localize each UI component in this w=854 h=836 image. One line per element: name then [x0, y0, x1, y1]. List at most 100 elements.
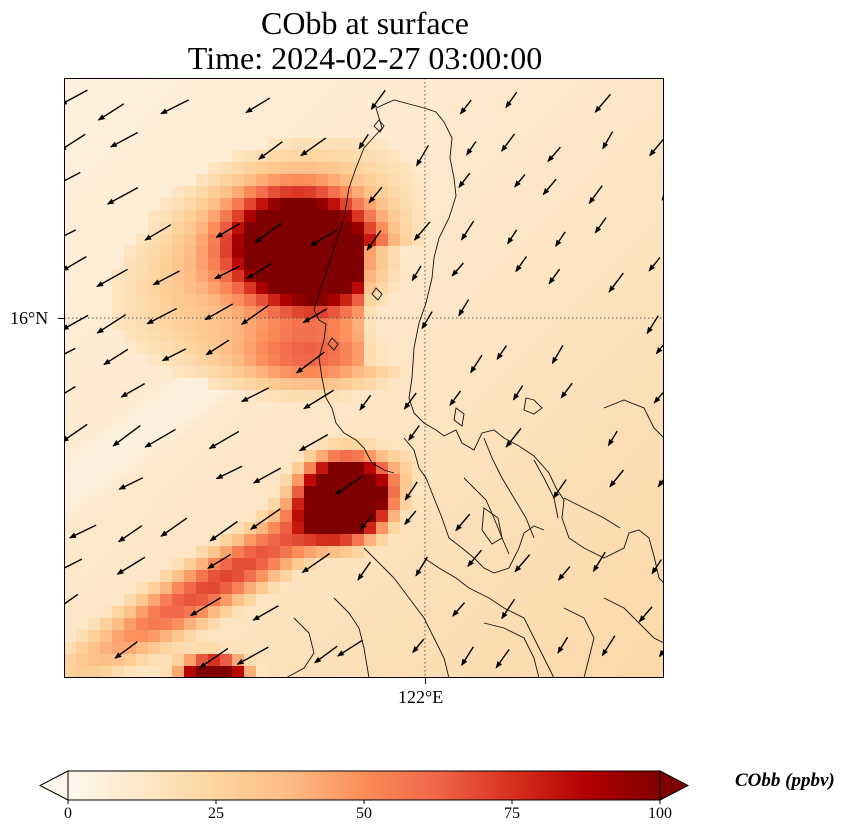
- plume-cell: [208, 282, 220, 294]
- plume-cell: [112, 282, 124, 294]
- plume-cell: [292, 174, 304, 186]
- plume-cell: [220, 222, 232, 234]
- plume-cell: [232, 522, 244, 534]
- plume-cell: [208, 258, 220, 270]
- plume-cell: [352, 210, 364, 222]
- plume-cell: [304, 306, 316, 318]
- wind-arrow: [607, 430, 618, 447]
- plume-cell: [136, 594, 148, 606]
- plume-cell: [184, 330, 196, 342]
- plume-cell: [280, 534, 292, 546]
- wind-arrow: [240, 387, 270, 403]
- plume-cell: [124, 618, 136, 630]
- plume-cell: [220, 198, 232, 210]
- plume-cell: [376, 270, 388, 282]
- plume-cell: [256, 534, 268, 546]
- wind-arrow: [404, 510, 417, 526]
- plume-cell: [184, 246, 196, 258]
- plume-cell: [280, 354, 292, 366]
- plume-cell: [352, 186, 364, 198]
- plume-cell: [184, 582, 196, 594]
- plume-cell: [304, 210, 316, 222]
- plume-cell: [292, 246, 304, 258]
- plume-cell: [376, 366, 388, 378]
- plume-cell: [340, 294, 352, 306]
- plume-cell: [244, 654, 256, 666]
- plume-cell: [196, 642, 208, 654]
- plume-cell: [268, 318, 280, 330]
- plume-cell: [136, 654, 148, 666]
- wind-arrow: [215, 222, 241, 238]
- plume-cell: [172, 306, 184, 318]
- plume-cell: [208, 666, 220, 678]
- plume-cell: [304, 174, 316, 186]
- plume-cell: [196, 342, 208, 354]
- plume-cell: [232, 570, 244, 582]
- plume-cell: [256, 330, 268, 342]
- wind-arrow: [466, 141, 477, 156]
- plume-cell: [316, 522, 328, 534]
- colorbar-tick-label: 25: [208, 805, 224, 822]
- plume-cell: [160, 642, 172, 654]
- plume-cell: [316, 186, 328, 198]
- plume-cell: [388, 366, 400, 378]
- plume-cell: [268, 150, 280, 162]
- plume-cell: [268, 390, 280, 402]
- plume-cell: [256, 258, 268, 270]
- plume-cell: [172, 186, 184, 198]
- plume-cell: [220, 282, 232, 294]
- plume-cell: [256, 306, 268, 318]
- plume-cell: [148, 294, 160, 306]
- plume-cell: [148, 618, 160, 630]
- plume-cell: [376, 342, 388, 354]
- wind-arrow: [659, 648, 664, 658]
- plume-cell: [304, 450, 316, 462]
- plume-cell: [184, 234, 196, 246]
- plume-cell: [208, 330, 220, 342]
- plume-cell: [340, 510, 352, 522]
- plume-cell: [376, 534, 388, 546]
- wind-arrow: [64, 558, 83, 569]
- wind-arrow: [103, 348, 129, 366]
- plume-cell: [148, 258, 160, 270]
- wind-arrow: [366, 230, 382, 251]
- plume-cell: [364, 246, 376, 258]
- plume-cell: [244, 306, 256, 318]
- plume-cell: [292, 474, 304, 486]
- wind-arrow: [64, 229, 77, 237]
- plume-cell: [292, 534, 304, 546]
- wind-arrow: [144, 224, 172, 241]
- plume-cell: [184, 318, 196, 330]
- plume-cell: [208, 174, 220, 186]
- plume-cell: [340, 318, 352, 330]
- plume-cell: [376, 438, 388, 450]
- plume-cell: [172, 582, 184, 594]
- plume-cell: [196, 582, 208, 594]
- plume-cell: [160, 246, 172, 258]
- plume-cell: [196, 294, 208, 306]
- plume-cell: [244, 258, 256, 270]
- plume-cell: [364, 234, 376, 246]
- plume-cell: [196, 570, 208, 582]
- plume-cell: [268, 522, 280, 534]
- wind-arrow: [252, 467, 282, 484]
- plume-cell: [412, 174, 424, 186]
- wind-arrow: [648, 257, 661, 272]
- plume-cell: [124, 330, 136, 342]
- plume-cell: [196, 546, 208, 558]
- wind-arrow: [208, 430, 240, 450]
- plume-cell: [268, 498, 280, 510]
- wind-arrow: [314, 645, 338, 664]
- plume-cell: [88, 618, 100, 630]
- plume-cell: [316, 486, 328, 498]
- plume-cell: [388, 282, 400, 294]
- plume-cell: [208, 222, 220, 234]
- plume-cell: [208, 318, 220, 330]
- colorbar-tick-label: 0: [64, 805, 72, 822]
- wind-arrow: [542, 178, 557, 196]
- plume-cell: [316, 546, 328, 558]
- plume-cell: [172, 282, 184, 294]
- lat-tick: [58, 318, 64, 319]
- plume-cell: [316, 138, 328, 150]
- plume-cell: [136, 342, 148, 354]
